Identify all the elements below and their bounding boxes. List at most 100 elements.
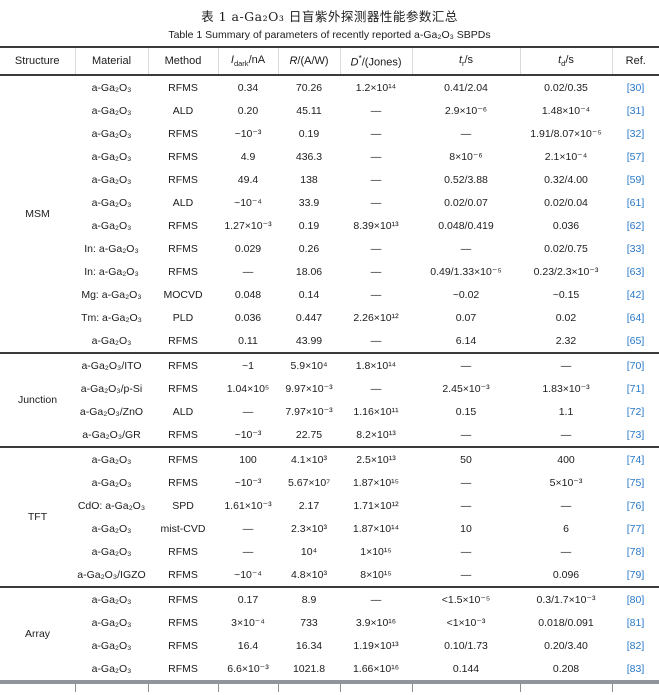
responsivity-cell: 43.99 (295, 334, 323, 347)
detectivity-cell: 1.8×10¹⁴ (340, 352, 412, 377)
decay-time-cell: — (560, 499, 572, 512)
rise-time-cell: 2.45×10⁻³ (442, 382, 490, 395)
col-header-structure: Structure (0, 47, 75, 76)
ref-link[interactable]: [83] (626, 662, 645, 675)
dark-current-cell: 0.20 (237, 104, 259, 117)
ref-link[interactable]: [70] (612, 352, 659, 377)
dark-current-cell: — (242, 522, 254, 535)
decay-time-cell: 1.91/8.07×10⁻⁵ (530, 127, 602, 140)
column-tick (520, 684, 521, 692)
table-row: a-Ga₂O₃ RFMS 4.9 436.3 — 8×10⁻⁶ 2.1×10⁻⁴ [57] (0, 145, 659, 168)
ref-link[interactable]: [32] (626, 127, 645, 140)
ref-link[interactable]: [78] (626, 545, 645, 558)
ref-link[interactable]: [74] (612, 446, 659, 471)
decay-time-cell: 0.02/0.04 (544, 196, 588, 209)
responsivity-cell: 4.8×10³ (291, 568, 327, 581)
table-row: a-Ga₂O₃ RFMS 1.27×10⁻³ 0.19 8.39×10¹³ 0.048/0… (0, 214, 659, 237)
material-cell: a-Ga₂O₃ (91, 639, 132, 652)
decay-time-cell: 0.02/0.75 (544, 242, 588, 255)
decay-time-cell: 0.208 (552, 662, 580, 675)
table-row: a-Ga₂O₃/ZnO ALD — 7.97×10⁻³ 1.16×10¹¹ 0.15 1.1… (0, 400, 659, 423)
ref-link[interactable]: [30] (626, 81, 645, 94)
rise-time-cell: 6.14 (455, 334, 477, 347)
method-cell: MOCVD (163, 288, 203, 301)
decay-time-cell: 0.018/0.091 (538, 616, 594, 629)
dark-current-cell: 1.04×10⁵ (226, 382, 270, 395)
ref-link[interactable]: [33] (626, 242, 645, 255)
table-row: In: a-Ga₂O₃ RFMS 0.029 0.26 — — 0.02/0.75 [33] (0, 237, 659, 260)
ref-link[interactable]: [64] (626, 311, 645, 324)
detectivity-cell: — (370, 334, 382, 347)
method-cell: RFMS (168, 81, 198, 94)
column-tick (148, 684, 149, 692)
ref-link[interactable]: [71] (626, 382, 645, 395)
detectivity-cell: 1.87×10¹⁵ (352, 476, 400, 489)
dark-current-cell: 0.036 (234, 311, 262, 324)
rise-time-cell: 10 (460, 522, 472, 535)
table-row: a-Ga₂O₃ ALD ~10⁻⁴ 33.9 — 0.02/0.07 0.02/0.04 [6… (0, 191, 659, 214)
structure-group-label: Array (0, 586, 75, 680)
rise-time-cell: — (460, 428, 472, 441)
method-cell: RFMS (168, 476, 198, 489)
ref-link[interactable]: [63] (626, 265, 645, 278)
detectivity-cell: — (370, 104, 382, 117)
ref-link[interactable]: [73] (626, 428, 645, 441)
ref-link[interactable]: [62] (626, 219, 645, 232)
col-header-material: Material (74, 47, 148, 76)
responsivity-cell: 5.67×10⁷ (287, 476, 331, 489)
method-cell: RFMS (148, 352, 218, 377)
material-cell: a-Ga₂O₃ (91, 219, 132, 232)
method-cell: RFMS (168, 265, 198, 278)
material-cell: a-Ga₂O₃ (91, 104, 132, 117)
ref-link[interactable]: [76] (626, 499, 645, 512)
col-header-detectivity: D*/(Jones) (339, 47, 412, 76)
responsivity-cell: 18.06 (295, 265, 323, 278)
rise-time-cell: 2.9×10⁻⁶ (444, 104, 488, 117)
ref-link[interactable]: [81] (626, 616, 645, 629)
material-cell: a-Ga₂O₃ (91, 476, 132, 489)
detectivity-cell: — (370, 242, 382, 255)
responsivity-cell: 138 (300, 173, 318, 186)
dark-current-cell: ~10⁻³ (234, 476, 262, 489)
material-cell: a-Ga₂O₃ (91, 196, 132, 209)
ref-link[interactable]: [65] (626, 334, 645, 347)
decay-time-cell: 0.02 (555, 311, 577, 324)
material-cell: a-Ga₂O₃ (91, 150, 132, 163)
ref-link[interactable]: [31] (626, 104, 645, 117)
ref-link[interactable]: [82] (626, 639, 645, 652)
ref-link[interactable]: [75] (626, 476, 645, 489)
ref-link[interactable]: [80] (612, 586, 659, 611)
method-cell: RFMS (168, 662, 198, 675)
decay-time-cell: — (520, 352, 612, 377)
table-row: Tm: a-Ga₂O₃ PLD 0.036 0.447 2.26×10¹² 0.07 0.0… (0, 306, 659, 329)
dark-current-cell: 49.4 (237, 173, 259, 186)
ref-link[interactable]: [79] (626, 568, 645, 581)
ref-link[interactable]: [42] (626, 288, 645, 301)
decay-time-cell: ~0.15 (552, 288, 580, 301)
table-row: a-Ga₂O₃/p-Si RFMS 1.04×10⁵ 9.97×10⁻³ — 2.45×1… (0, 377, 659, 400)
detectivity-cell: — (370, 127, 382, 140)
table-body: MSM a-Ga₂O₃ RFMS 0.34 70.26 1.2×10¹⁴ 0.41/2.04… (0, 75, 659, 680)
material-cell: a-Ga₂O₃ (91, 662, 132, 675)
table-row: a-Ga₂O₃ mist-CVD — 2.3×10³ 1.87×10¹⁴ 10 6 [77] (0, 517, 659, 540)
rise-time-cell: — (460, 127, 472, 140)
dark-current-cell: — (242, 545, 254, 558)
material-cell: a-Ga₂O₃/ITO (75, 352, 148, 377)
rise-time-cell: 0.048/0.419 (438, 219, 494, 232)
ref-link[interactable]: [61] (626, 196, 645, 209)
material-cell: a-Ga₂O₃ (91, 545, 132, 558)
decay-time-cell: — (560, 545, 572, 558)
ref-link[interactable]: [59] (626, 173, 645, 186)
detectivity-cell: 1.87×10¹⁴ (352, 522, 400, 535)
dark-current-cell: 4.9 (240, 150, 256, 163)
decay-time-cell: 0.096 (552, 568, 580, 581)
ref-link[interactable]: [72] (626, 405, 645, 418)
responsivity-cell: 2.17 (298, 499, 320, 512)
ref-link[interactable]: [77] (626, 522, 645, 535)
method-cell: RFMS (168, 219, 198, 232)
material-cell: a-Ga₂O₃ (75, 446, 148, 471)
column-tick (75, 684, 76, 692)
ref-link[interactable]: [57] (626, 150, 645, 163)
responsivity-cell: 4.1×10³ (278, 446, 340, 471)
decay-time-cell: 0.23/2.3×10⁻³ (533, 265, 599, 278)
